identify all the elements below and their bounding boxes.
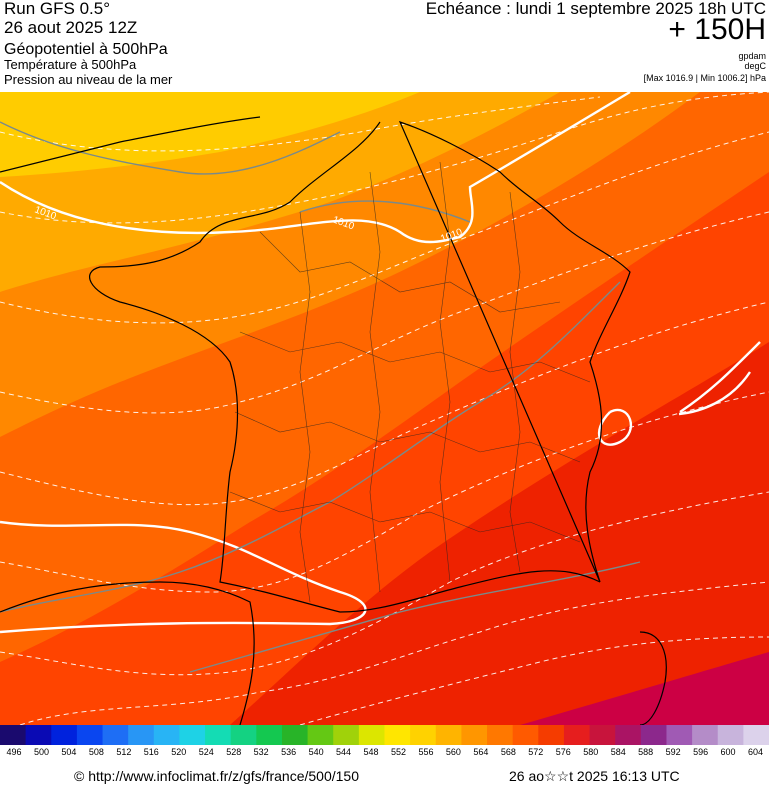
scale-tick-label: 524 (198, 747, 214, 757)
scale-tick-label: 512 (116, 747, 132, 757)
department-borders (229, 161, 591, 603)
scale-swatch (281, 725, 309, 745)
scale-tick-label: 588 (638, 747, 654, 757)
scale-swatch (153, 725, 181, 745)
scale-tick-label: 520 (171, 747, 187, 757)
scale-swatch (435, 725, 462, 745)
scale-swatch (179, 725, 206, 745)
scale-swatch (51, 725, 78, 745)
scale-tick-label: 564 (473, 747, 489, 757)
scale-tick-label: 592 (665, 747, 681, 757)
run-date: 26 aout 2025 12Z (4, 18, 138, 37)
layer-geopotential: Géopotentiel à 500hPa (4, 41, 168, 58)
scale-swatch (666, 725, 693, 745)
scale-swatch (743, 725, 769, 745)
scale-swatch (692, 725, 719, 745)
scale-tick-label: 596 (693, 747, 709, 757)
source-url[interactable]: © http://www.infoclimat.fr/z/gfs/france/… (74, 768, 359, 784)
scale-tick-label: 584 (610, 747, 626, 757)
unit-pressure-range: [Max 1016.9 | Min 1006.2] hPa (643, 73, 766, 83)
scale-swatch (615, 725, 642, 745)
scale-swatch (76, 725, 104, 745)
scale-tick-label: 528 (226, 747, 242, 757)
scale-tick-label: 544 (336, 747, 352, 757)
scale-swatch (128, 725, 155, 745)
scale-tick-label: 560 (445, 747, 461, 757)
scale-swatch (333, 725, 360, 745)
scale-tick-label: 556 (418, 747, 434, 757)
scale-tick-label: 600 (720, 747, 736, 757)
scale-tick-label: 604 (748, 747, 764, 757)
color-scale-labels: 496 500 504 508 512 516 520 524 528 532 536 540 544 5… (0, 747, 769, 761)
layer-pressure: Pression au niveau de la mer (4, 72, 173, 87)
scale-tick-label: 540 (308, 747, 324, 757)
scale-swatch (230, 725, 257, 745)
scale-swatch (563, 725, 591, 745)
scale-tick-label: 572 (528, 747, 544, 757)
scale-swatch (487, 725, 514, 745)
unit-degc: degC (744, 61, 766, 71)
scale-swatch (512, 725, 539, 745)
generated-time: 26 ao☆☆t 2025 16:13 UTC (509, 768, 680, 784)
scale-tick-label: 548 (363, 747, 379, 757)
scale-swatch (256, 725, 283, 745)
scale-swatch (102, 725, 129, 745)
scale-tick-label: 500 (33, 747, 49, 757)
coastline (0, 116, 667, 725)
scale-tick-label: 508 (88, 747, 104, 757)
scale-tick-label: 580 (583, 747, 599, 757)
isobars (0, 92, 761, 634)
weather-map: 1010 1010 1010 (0, 92, 769, 725)
scale-swatch (538, 725, 565, 745)
isotherms (0, 92, 769, 725)
scale-tick-label: 536 (281, 747, 297, 757)
color-scale (0, 725, 769, 745)
scale-tick-label: 496 (6, 747, 22, 757)
scale-swatch (0, 725, 27, 745)
scale-swatch (205, 725, 232, 745)
scale-tick-label: 552 (390, 747, 407, 757)
scale-tick-label: 504 (61, 747, 77, 757)
forecast-hour: + 150H (668, 13, 766, 46)
forecast-validity: Echéance : lundi 1 septembre 2025 18h UT… (425, 0, 766, 18)
scale-tick-label: 568 (500, 747, 516, 757)
band-yellow (0, 92, 420, 177)
unit-gpdam: gpdam (738, 51, 766, 61)
scale-swatch (717, 725, 744, 745)
scale-swatch (640, 725, 668, 745)
scale-tick-label: 532 (253, 747, 269, 757)
scale-swatch (25, 725, 52, 745)
scale-swatch (358, 725, 386, 745)
run-title: Run GFS 0.5° (4, 0, 111, 18)
scale-swatch (589, 725, 616, 745)
scale-swatch (461, 725, 488, 745)
layer-temperature: Température à 500hPa (4, 57, 137, 72)
scale-swatch (307, 725, 334, 745)
scale-tick-label: 516 (143, 747, 159, 757)
scale-swatch (410, 725, 437, 745)
scale-swatch (384, 725, 411, 745)
scale-tick-label: 576 (555, 747, 571, 757)
